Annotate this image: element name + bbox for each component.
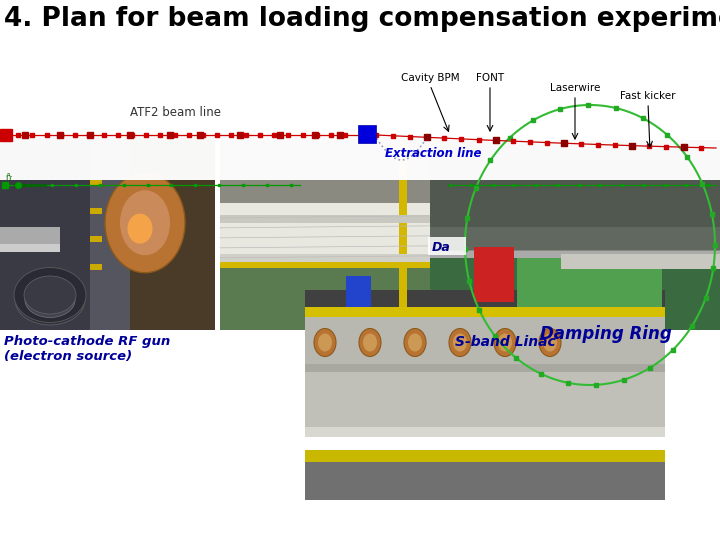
Bar <box>90 208 102 214</box>
Text: 4. Plan for beam loading compensation experiment at ATF: 4. Plan for beam loading compensation ex… <box>4 6 720 32</box>
Bar <box>305 364 665 372</box>
Ellipse shape <box>314 328 336 356</box>
Ellipse shape <box>105 173 185 273</box>
Bar <box>305 307 665 318</box>
Ellipse shape <box>14 267 86 322</box>
Bar <box>430 251 720 258</box>
Bar <box>0 135 90 330</box>
Bar <box>430 245 720 330</box>
Bar <box>220 203 430 262</box>
Bar <box>305 318 665 363</box>
Bar <box>0 75 720 180</box>
Text: Extraction line: Extraction line <box>385 147 482 160</box>
Bar <box>430 236 720 258</box>
Ellipse shape <box>24 276 76 314</box>
Text: Photo-cathode RF gun
(electron source): Photo-cathode RF gun (electron source) <box>4 335 170 363</box>
Bar <box>0 244 60 252</box>
Bar <box>398 135 407 330</box>
Text: Cavity BPM: Cavity BPM <box>401 73 459 83</box>
Bar <box>430 227 720 250</box>
Ellipse shape <box>498 334 512 352</box>
Bar <box>428 237 466 255</box>
Bar <box>130 135 215 330</box>
Bar <box>305 290 665 363</box>
Text: FONT: FONT <box>476 73 504 83</box>
Bar <box>0 227 60 252</box>
Ellipse shape <box>120 190 170 255</box>
Text: ATF2 beam line: ATF2 beam line <box>130 106 221 119</box>
Bar <box>430 140 720 245</box>
Bar <box>90 180 102 186</box>
Bar <box>220 135 430 222</box>
Bar <box>90 236 102 242</box>
Ellipse shape <box>127 214 153 244</box>
Bar <box>474 246 513 301</box>
Bar <box>346 275 371 310</box>
Ellipse shape <box>408 334 422 352</box>
Text: ñ·: ñ· <box>5 173 13 182</box>
Ellipse shape <box>449 328 471 356</box>
Bar <box>305 450 665 462</box>
Ellipse shape <box>539 328 561 356</box>
Bar <box>0 135 215 330</box>
Bar <box>220 262 430 330</box>
Bar <box>305 427 665 437</box>
Ellipse shape <box>494 328 516 356</box>
Bar <box>220 215 430 222</box>
Text: Da: Da <box>432 241 451 254</box>
Ellipse shape <box>25 282 75 318</box>
Bar <box>517 250 662 330</box>
Bar <box>90 264 102 270</box>
Ellipse shape <box>404 328 426 356</box>
Text: Laserwire: Laserwire <box>550 83 600 93</box>
Ellipse shape <box>359 328 381 356</box>
Ellipse shape <box>363 334 377 352</box>
Bar <box>305 458 665 500</box>
Bar <box>220 254 430 262</box>
Ellipse shape <box>543 334 557 352</box>
Text: Fast kicker: Fast kicker <box>620 91 676 101</box>
Text: Damping Ring: Damping Ring <box>540 325 672 343</box>
Bar <box>358 125 376 143</box>
Bar <box>560 254 720 269</box>
Bar <box>220 258 430 268</box>
Bar <box>305 363 665 437</box>
Ellipse shape <box>453 334 467 352</box>
Ellipse shape <box>15 275 85 325</box>
Text: S-band Linac: S-band Linac <box>455 335 556 349</box>
Ellipse shape <box>318 334 332 352</box>
